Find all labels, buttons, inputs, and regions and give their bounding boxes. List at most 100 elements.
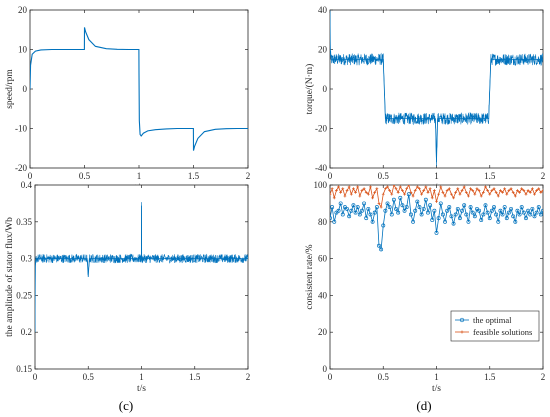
x-tick-label: 0.5	[83, 372, 95, 382]
data-point	[528, 212, 533, 217]
data-point	[467, 194, 470, 198]
data-point	[352, 187, 355, 191]
data-point	[506, 210, 511, 215]
data-point	[521, 210, 526, 215]
data-point	[354, 190, 357, 194]
data-point	[340, 212, 345, 217]
data-point	[526, 189, 530, 192]
y-tick-label: 20	[18, 5, 28, 15]
data-point	[483, 203, 488, 208]
data-point	[513, 194, 517, 198]
data-point	[520, 187, 524, 191]
y-axis-label: the amplitude of stator flux/Wb	[4, 217, 15, 337]
y-tick-label: 20	[318, 327, 328, 337]
data-point	[447, 187, 451, 191]
y-tick-label: 40	[318, 290, 328, 300]
legend-marker	[459, 317, 465, 323]
data-point	[430, 196, 434, 200]
data-point	[355, 205, 360, 210]
x-tick-label: 0	[328, 171, 333, 181]
data-point	[477, 189, 481, 192]
data-point	[526, 208, 531, 213]
data-point	[470, 210, 475, 215]
data-point	[490, 189, 494, 192]
data-point	[413, 208, 418, 213]
data-point	[513, 219, 518, 224]
data-point	[462, 185, 466, 189]
data-point	[411, 219, 416, 224]
data-point	[472, 214, 477, 219]
data-point	[498, 208, 503, 213]
data-point	[360, 189, 364, 192]
data-point	[456, 187, 460, 191]
data-point	[396, 190, 400, 194]
data-point	[411, 194, 415, 198]
data-point	[343, 194, 347, 198]
legend-entry: the optimal	[473, 315, 512, 325]
data-point	[439, 185, 443, 189]
y-tick-label: 0.4	[21, 180, 33, 190]
data-point	[364, 190, 368, 194]
data-point	[455, 206, 460, 211]
panel-1: 00.511.52-20-1001020t/sspeed/rpm(a)	[5, 5, 250, 205]
data-point	[449, 214, 454, 219]
data-point	[386, 185, 389, 189]
data-point	[501, 190, 504, 194]
series-envelope	[330, 11, 543, 163]
data-point	[503, 187, 507, 191]
data-point	[479, 194, 483, 198]
data-point	[460, 189, 464, 192]
data-point	[445, 208, 450, 213]
data-point	[535, 189, 539, 192]
x-tick-label: 1	[139, 372, 144, 382]
data-point	[537, 187, 541, 191]
data-point	[484, 185, 487, 189]
plot-data	[35, 202, 248, 333]
data-point	[381, 223, 386, 228]
data-point	[486, 189, 490, 192]
y-tick-label: 80	[318, 217, 328, 227]
data-point	[450, 192, 453, 196]
x-tick-label: 2	[246, 171, 251, 181]
data-point	[489, 208, 494, 213]
data-point	[383, 208, 388, 213]
data-point	[511, 190, 515, 194]
x-tick-label: 0	[33, 372, 38, 382]
data-point	[368, 212, 373, 217]
data-point	[373, 190, 377, 194]
data-point	[471, 189, 475, 192]
data-point	[358, 194, 362, 198]
y-tick-label: 0	[23, 84, 28, 94]
data-point	[475, 187, 479, 191]
data-point	[434, 230, 439, 235]
data-point	[534, 210, 539, 215]
data-point	[338, 201, 343, 206]
data-point	[377, 243, 381, 248]
data-point	[499, 189, 502, 192]
data-point	[532, 214, 537, 219]
y-tick-label: -20	[15, 163, 27, 173]
data-point	[421, 206, 426, 211]
data-point	[366, 192, 370, 196]
data-point	[426, 190, 430, 194]
x-tick-label: 0.5	[79, 171, 91, 181]
data-point	[332, 219, 337, 224]
data-point	[381, 192, 385, 196]
data-point	[432, 208, 437, 213]
plot-frame	[329, 9, 544, 169]
data-point	[524, 192, 528, 196]
data-point	[502, 205, 507, 210]
data-point	[369, 185, 372, 189]
data-point	[464, 212, 469, 217]
data-point	[415, 185, 419, 189]
data-point	[394, 206, 398, 211]
data-point	[516, 189, 519, 192]
data-point	[356, 185, 360, 189]
y-axis-label: consistent rate/%	[305, 244, 315, 309]
data-point	[374, 205, 379, 210]
data-point	[440, 212, 445, 217]
data-point	[438, 201, 443, 206]
data-point	[398, 185, 402, 189]
y-tick-label: 0.3	[21, 254, 33, 264]
